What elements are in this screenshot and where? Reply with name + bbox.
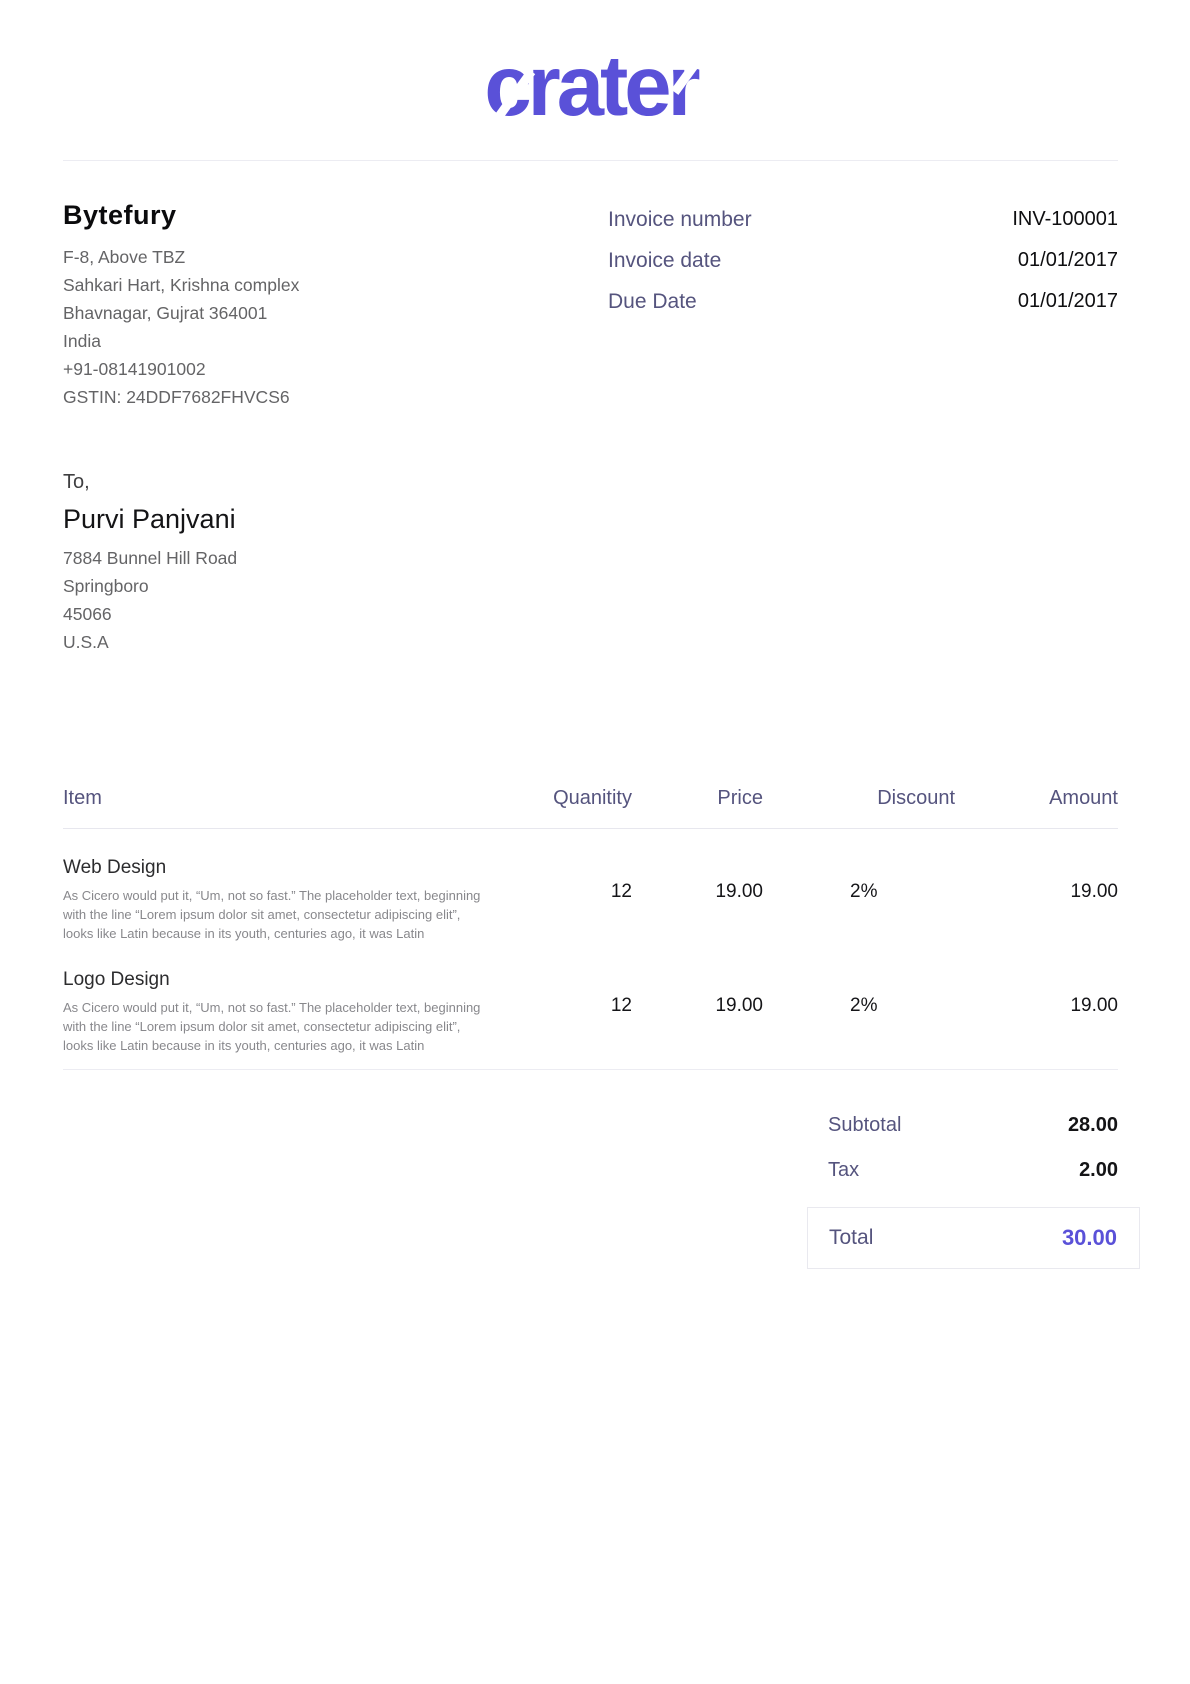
table-row: Web Design As Cicero would put it, “Um, … [63, 829, 1118, 944]
item-cell: Logo Design As Cicero would put it, “Um,… [63, 943, 523, 1070]
bill-to-address-line: Springboro [63, 576, 149, 596]
grand-total-label: Total [829, 1226, 874, 1249]
column-header-discount: Discount [850, 786, 955, 829]
company-address-line: Bhavnagar, Gujrat 364001 [63, 303, 268, 323]
spacer-cell [763, 943, 850, 1070]
bill-to-name: Purvi Panjvani [63, 504, 236, 534]
subtotal-row: Subtotal 28.00 [828, 1112, 1118, 1138]
item-description: As Cicero would put it, “Um, not so fast… [63, 1000, 481, 1053]
item-cell: Web Design As Cicero would put it, “Um, … [63, 829, 523, 944]
item-quantity: 12 [610, 881, 632, 902]
item-price: 19.00 [715, 881, 763, 902]
subtotal-value: 28.00 [1067, 1114, 1118, 1136]
info-section: Bytefury F-8, Above TBZ Sahkari Hart, Kr… [63, 199, 1118, 411]
bill-to-address-line: 45066 [63, 604, 112, 624]
bill-to-address-line: U.S.A [63, 632, 109, 652]
invoice-number-row: Invoice number INV-100001 [608, 199, 1118, 240]
bill-to-address-line: 7884 Bunnel Hill Road [63, 548, 238, 568]
column-header-amount: Amount [955, 786, 1118, 829]
invoice-number-label: Invoice number [608, 208, 752, 231]
totals-block: Subtotal 28.00 Tax 2.00 [828, 1112, 1118, 1183]
invoice-number-value: INV-100001 [1012, 208, 1118, 230]
items-table-header-row: Item Quanitity Price Discount Amount [63, 786, 1118, 829]
bill-to-block: To, Purvi Panjvani 7884 Bunnel Hill Road… [63, 467, 1118, 656]
company-phone: +91-08141901002 [63, 359, 206, 379]
column-header-price: Price [632, 786, 763, 829]
invoice-date-label: Invoice date [608, 249, 722, 272]
items-table: Item Quanitity Price Discount Amount Web… [63, 786, 1118, 1070]
column-header-spacer [763, 786, 850, 829]
company-address: F-8, Above TBZ Sahkari Hart, Krishna com… [63, 243, 483, 411]
grand-total-value: 30.00 [1061, 1225, 1117, 1250]
invoice-meta-block: Invoice number INV-100001 Invoice date 0… [608, 199, 1118, 411]
item-discount: 2% [850, 881, 878, 902]
invoice-date-row: Invoice date 01/01/2017 [608, 240, 1118, 281]
item-name: Web Design [63, 857, 167, 878]
item-amount: 19.00 [1070, 881, 1118, 902]
company-address-line: F-8, Above TBZ [63, 247, 186, 267]
column-header-item: Item [63, 786, 523, 829]
item-amount: 19.00 [955, 943, 1118, 1070]
due-date-label: Due Date [608, 290, 697, 313]
tax-label: Tax [828, 1159, 860, 1181]
company-address-line: India [63, 331, 101, 351]
header-divider [63, 160, 1118, 161]
crater-logo: crater [484, 42, 702, 132]
invoice-date-value: 01/01/2017 [1017, 249, 1118, 271]
bill-to-address: 7884 Bunnel Hill Road Springboro 45066 U… [63, 544, 1118, 656]
item-discount: 2% [850, 943, 955, 1070]
subtotal-label: Subtotal [828, 1114, 902, 1136]
grand-total-box: Total 30.00 [807, 1207, 1140, 1269]
company-gstin: GSTIN: 24DDF7682FHVCS6 [63, 387, 290, 407]
header: crater [63, 42, 1118, 134]
item-description: As Cicero would put it, “Um, not so fast… [63, 888, 481, 941]
due-date-row: Due Date 01/01/2017 [608, 281, 1118, 322]
bill-to-prefix: To, [63, 471, 90, 493]
item-price: 19.00 [632, 943, 763, 1070]
spacer-cell [763, 829, 850, 944]
company-address-line: Sahkari Hart, Krishna complex [63, 275, 300, 295]
tax-value: 2.00 [1079, 1159, 1118, 1181]
table-row: Logo Design As Cicero would put it, “Um,… [63, 943, 1118, 1070]
item-name: Logo Design [63, 969, 170, 990]
item-quantity: 12 [523, 943, 632, 1070]
column-header-quantity: Quanitity [523, 786, 632, 829]
company-name: Bytefury [63, 200, 177, 230]
company-block: Bytefury F-8, Above TBZ Sahkari Hart, Kr… [63, 199, 483, 411]
tax-row: Tax 2.00 [828, 1157, 1118, 1183]
due-date-value: 01/01/2017 [1017, 290, 1118, 312]
